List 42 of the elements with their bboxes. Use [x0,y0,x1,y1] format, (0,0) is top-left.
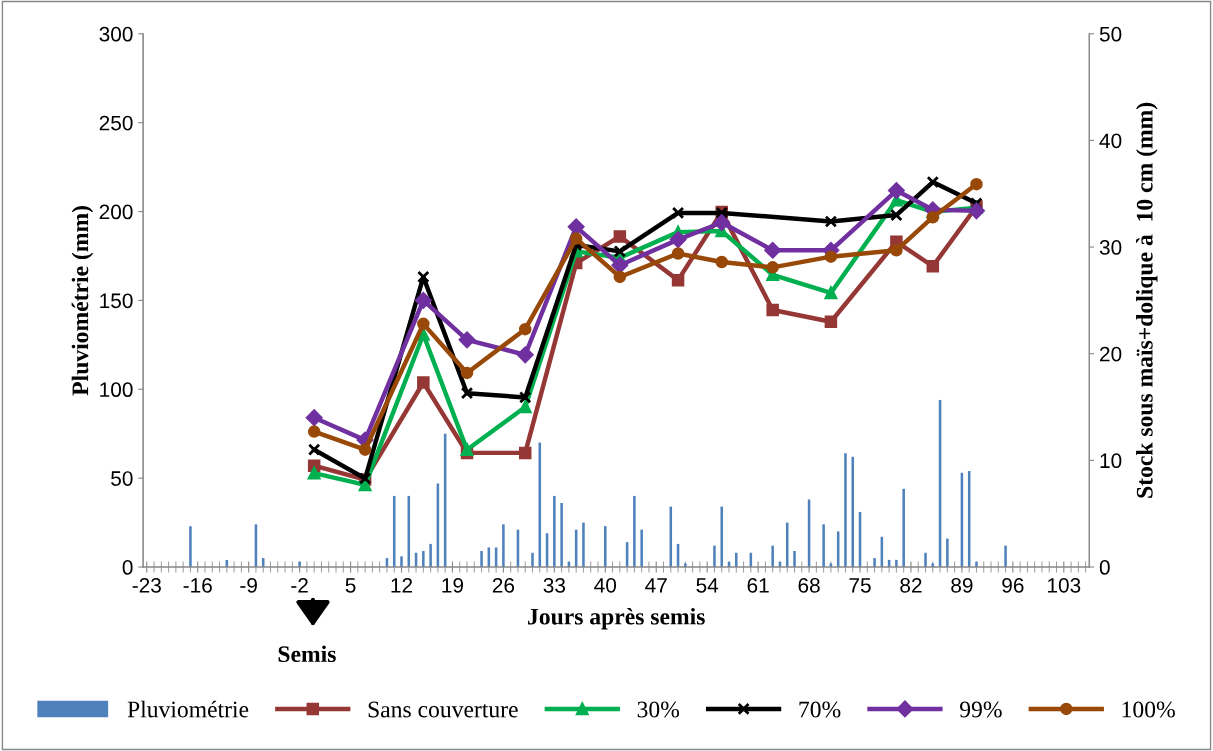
x-tick-label: -23 [132,577,161,593]
x-tick-label: 26 [492,577,515,593]
y2-tick-label: 10 [1100,453,1122,469]
x-tick-label: 82 [900,577,922,593]
y-tick-label: 0 [122,560,133,575]
y2-tick-label: 30 [1099,240,1122,255]
y-tick-label: 100 [100,382,133,398]
x-tick-label: 89 [951,577,973,593]
x-axis-title: Jours après semis [528,607,705,630]
x-tick-label: 54 [696,578,719,593]
x-tick-label: -16 [183,577,212,593]
x-tick-label: 19 [442,577,464,593]
text: Semis [278,645,336,663]
x-tick-label: 103 [1048,577,1081,593]
y-axis-title: Pluviométrie (mm) [71,206,94,396]
x-tick-label: 12 [391,577,413,593]
y2-tick-label: 20 [1100,346,1122,362]
x-tick-label: 68 [798,577,820,593]
legend-label: Pluviométrie [127,700,249,718]
x-tick-label: 96 [1002,577,1024,593]
legend-label: 30% [637,701,680,718]
y-tick-label: 50 [111,471,133,486]
x-tick-label: 75 [849,578,871,593]
y2-tick-label: 0 [1099,560,1110,575]
y-tick-label: 200 [99,204,133,220]
y2-tick-label: 40 [1099,133,1122,149]
x-tick-label: -2 [291,577,308,593]
x-tick-label: 61 [747,577,769,593]
y2-tick-label: 50 [1099,26,1122,42]
x-tick-label: 47 [645,578,667,593]
x-tick-label: 40 [594,577,617,593]
y2-axis-title: Stock sous maïs+dolique à 10 cm (mm) [1136,102,1158,498]
legend-label: Sans couverture [368,701,518,718]
x-tick-label: 5 [345,578,356,593]
legend-label: 99% [960,701,1002,718]
x-tick-label: -9 [240,577,257,593]
y-tick-label: 300 [99,26,133,42]
y-tick-label: 250 [99,115,133,131]
legend-label: 70% [799,701,841,718]
y-tick-label: 150 [100,293,133,309]
legend-label: 100% [1122,701,1175,718]
x-tick-label: 33 [543,577,566,593]
